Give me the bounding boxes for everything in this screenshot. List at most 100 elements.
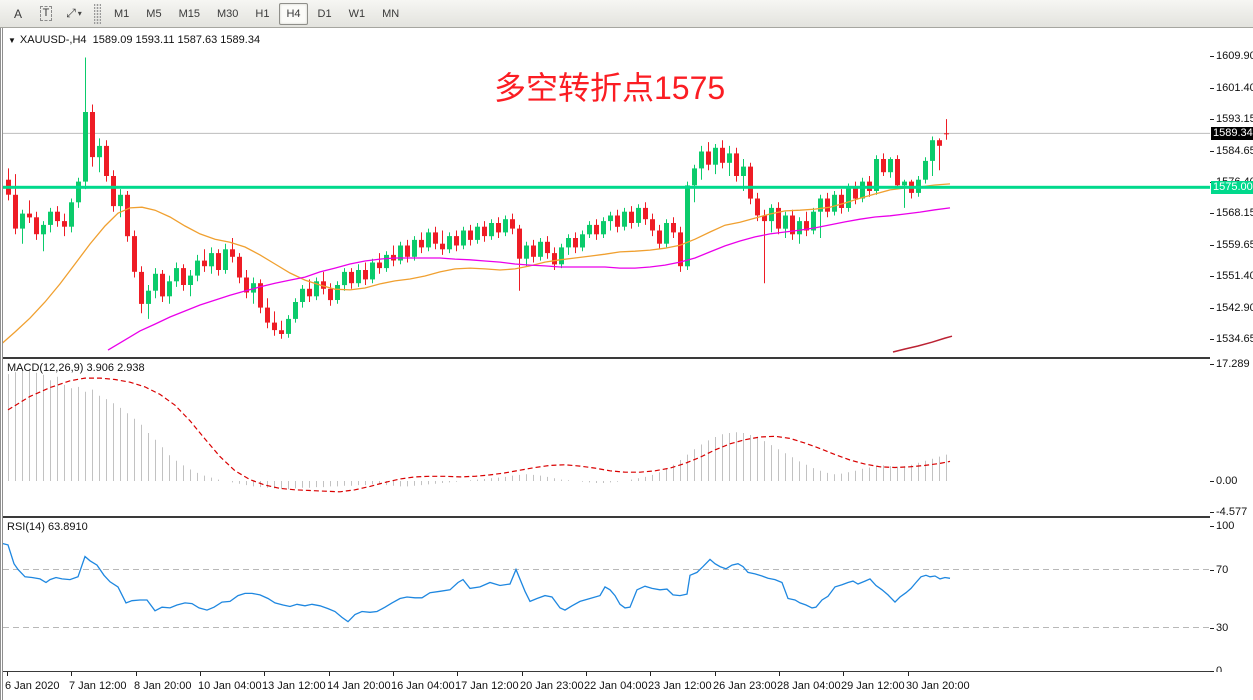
price-tick [1210, 244, 1214, 246]
toolbar-drag-handle[interactable] [94, 2, 101, 25]
time-tick [7, 672, 8, 676]
macd-indicator-label: MACD(12,26,9) 3.906 2.938 [7, 362, 145, 374]
timeframe-button-m30[interactable]: M30 [216, 7, 239, 20]
timeframe-button-m1[interactable]: M1 [114, 7, 130, 20]
macd-tick-label: 17.289 [1216, 358, 1250, 370]
price-tick [1210, 213, 1214, 214]
price-tick-label: 1551.40 [1216, 270, 1253, 282]
annotation-text: 多空转折点1575 [494, 70, 726, 106]
text-tool-icon: T [39, 6, 53, 21]
current-price-tag: 1589.34 [1211, 126, 1253, 140]
macd-signal-line [7, 377, 951, 493]
time-tick [650, 672, 651, 676]
time-tick-label: 26 Jan 23:00 [713, 680, 777, 692]
macd-histogram [8, 368, 947, 490]
timeframe-button-w1[interactable]: W1 [348, 7, 366, 20]
timeframe-button-m5[interactable]: M5 [146, 7, 162, 20]
price-tick-label: 1542.90 [1216, 301, 1253, 314]
macd-current-values: 3.906 2.938 [86, 362, 145, 374]
price-tick-label: 1609.90 [1216, 50, 1253, 62]
rsi-tick-label: 100 [1216, 520, 1235, 532]
timeframe-button-mn[interactable]: MN [382, 7, 400, 20]
time-tick-label: 6 Jan 2020 [5, 680, 60, 692]
timeframe-button-h4[interactable]: H4 [279, 2, 308, 25]
time-tick-label: 29 Jan 12:00 [841, 680, 905, 692]
time-tick-label: 13 Jan 12:00 [262, 680, 326, 692]
diagonal-arrows-icon: ⤢ [66, 6, 76, 20]
time-axis[interactable]: 6 Jan 2020 7 Jan 12:00 8 Jan 20:00 10 Jan 0… [0, 672, 1253, 700]
price-tick-label: 1601.40 [1216, 81, 1253, 94]
rsi-tick-label: 0 [1216, 665, 1223, 677]
rsi-tick-label: 70 [1216, 563, 1229, 576]
window-left-edge [0, 28, 3, 700]
hline-price-tag: 1575.00 [1211, 180, 1253, 194]
ma-line-magenta [107, 207, 951, 351]
rsi-name: RSI(14) [7, 521, 45, 533]
macd-tick-label: 0.00 [1216, 475, 1238, 487]
price-tick [1210, 364, 1214, 365]
price-tick [1210, 481, 1214, 482]
time-tick [457, 672, 458, 676]
time-tick-label: 20 Jan 23:00 [520, 680, 584, 692]
symbol-timeframe-label: XAUUSD-,H4 [19, 34, 87, 46]
price-tick [1210, 56, 1214, 57]
price-tick [1210, 118, 1214, 120]
timeframe-button-m15[interactable]: M15 [178, 7, 200, 20]
time-tick [843, 672, 844, 676]
time-tick [586, 672, 587, 676]
price-tick [1210, 307, 1214, 309]
panel-separator [0, 357, 1253, 359]
price-tick [1210, 511, 1214, 513]
price-tick [1210, 276, 1214, 277]
price-tick [1210, 627, 1214, 629]
ma-line-orange [0, 183, 951, 346]
timeframe-button-d1[interactable]: D1 [317, 7, 332, 20]
price-tick [1210, 87, 1214, 89]
time-tick [522, 672, 523, 676]
rsi-current-value: 63.8910 [47, 521, 88, 533]
price-tick-label: 1593.15 [1216, 112, 1253, 125]
time-tick [779, 672, 780, 676]
time-tick [715, 672, 716, 676]
time-tick-label: 23 Jan 12:00 [648, 680, 712, 692]
price-tick-label: 1584.65 [1216, 144, 1253, 157]
price-tick [1210, 671, 1214, 672]
time-tick-label: 22 Jan 04:00 [584, 680, 648, 692]
price-axis[interactable]: 1609.901601.401593.151584.651576.401568.… [1210, 28, 1253, 677]
time-tick-label: 7 Jan 12:00 [69, 680, 127, 692]
price-tick [1210, 526, 1214, 527]
time-tick-label: 10 Jan 04:00 [198, 680, 262, 692]
time-tick-label: 16 Jan 04:00 [391, 680, 455, 692]
ohlc-values: 1589.09 1593.11 1587.63 1589.34 [92, 34, 261, 46]
cursor-tool-button[interactable]: A [13, 6, 22, 21]
time-tick-label: 8 Jan 20:00 [134, 680, 192, 692]
toolbar: A T ⤢ ▾ M1 M5 M15 M30 H1 H4 D1 W1 MN [0, 0, 1253, 28]
timeframe-button-h1[interactable]: H1 [255, 7, 270, 20]
ma-line-longterm [892, 335, 953, 353]
price-tick-label: 1568.15 [1216, 207, 1253, 219]
timeframe-group: M1 M5 M15 M30 H1 H4 D1 W1 MN [107, 2, 409, 25]
price-tick [1210, 569, 1214, 571]
panel-separator [0, 516, 1253, 518]
time-tick-label: 17 Jan 12:00 [455, 680, 519, 692]
chart-title: ▼ XAUUSD-,H4 1589.09 1593.11 1587.63 1589… [8, 34, 260, 46]
price-tick [1210, 339, 1214, 340]
rsi-line [1, 542, 951, 623]
arrows-tool-button[interactable]: ⤢ ▾ [62, 3, 86, 25]
rsi-tick-label: 30 [1216, 621, 1229, 634]
time-tick-label: 30 Jan 20:00 [906, 680, 970, 692]
time-tick-label: 14 Jan 20:00 [327, 680, 391, 692]
time-tick [908, 672, 909, 676]
chevron-down-icon: ▼ [8, 36, 16, 45]
time-tick-label: 28 Jan 04:00 [777, 680, 841, 692]
time-tick [329, 672, 330, 676]
text-tool-button[interactable]: T [34, 3, 58, 25]
support-resistance-line [3, 185, 1210, 189]
time-tick [264, 672, 265, 676]
macd-tick-label: -4.577 [1216, 505, 1248, 518]
time-tick [393, 672, 394, 676]
time-tick [200, 672, 201, 676]
rsi-indicator-label: RSI(14) 63.8910 [7, 521, 88, 533]
